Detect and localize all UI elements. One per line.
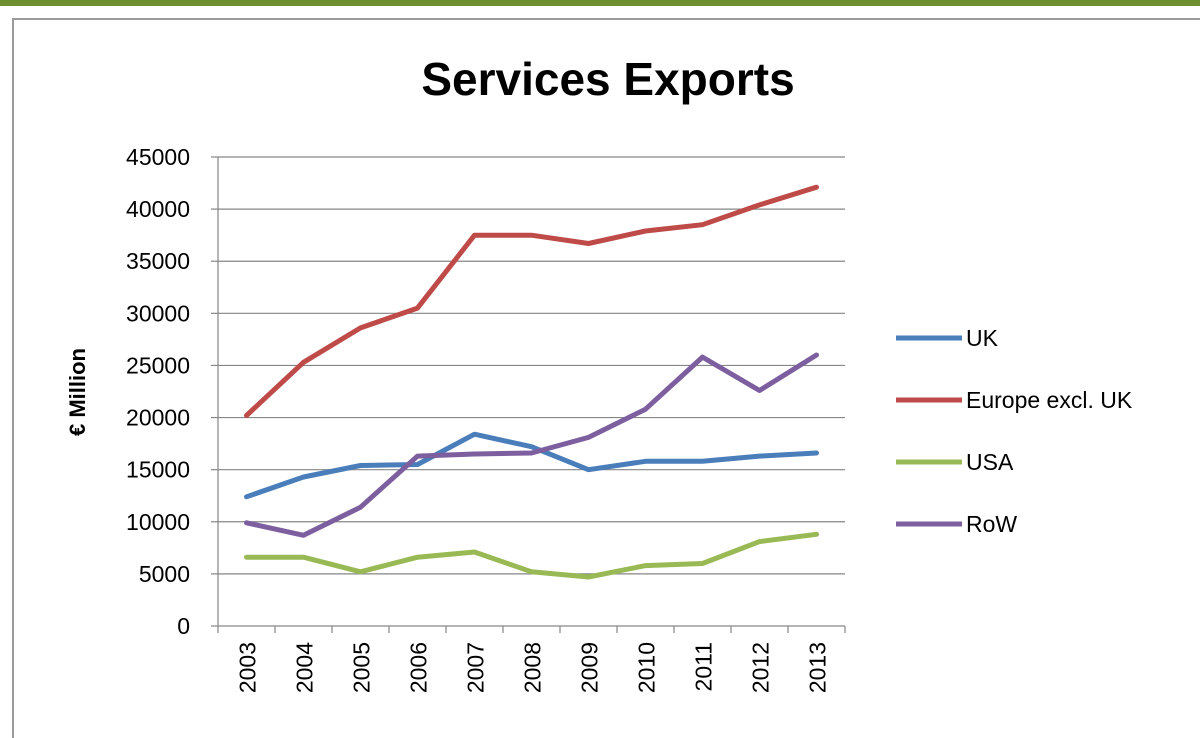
axes: 0 5000 10000 15000 20000 25000 30000 35000 40000… (126, 144, 845, 693)
y-tick-label-0: 0 (177, 613, 190, 639)
x-tick-label-2010: 2010 (634, 642, 660, 693)
x-tick-label-2013: 2013 (805, 642, 831, 693)
x-tick-label-2004: 2004 (292, 642, 318, 693)
x-tick-label-2011: 2011 (691, 642, 717, 691)
legend: UK Europe excl. UK USA RoW (896, 325, 1133, 537)
y-tick-label-15000: 15000 (126, 457, 190, 483)
series-line-usa (247, 534, 817, 577)
x-tick-label-2003: 2003 (235, 642, 261, 693)
y-tick-label-25000: 25000 (126, 352, 190, 378)
legend-label-row: RoW (966, 511, 1017, 537)
y-tick-label-35000: 35000 (126, 248, 190, 274)
y-axis-label: € Million (65, 348, 90, 436)
series-lines (246, 187, 816, 577)
x-tick-label-2012: 2012 (748, 642, 774, 693)
series-line-europe-excl-uk (247, 187, 817, 415)
series-line-uk (247, 434, 817, 497)
y-tick-label-40000: 40000 (126, 196, 190, 222)
y-tick-label-30000: 30000 (126, 300, 190, 326)
y-tick-label-45000: 45000 (126, 144, 190, 170)
gridlines (218, 157, 845, 574)
x-tick-label-2009: 2009 (577, 642, 603, 693)
x-tick-label-2007: 2007 (463, 642, 489, 693)
legend-label-uk: UK (966, 325, 999, 351)
legend-label-europe-excl-uk: Europe excl. UK (966, 387, 1133, 413)
x-tick-label-2005: 2005 (349, 642, 375, 693)
y-tick-label-5000: 5000 (139, 561, 190, 587)
y-tick-label-20000: 20000 (126, 405, 190, 431)
x-tick-label-2008: 2008 (520, 642, 546, 693)
x-tick-label-2006: 2006 (406, 642, 432, 693)
chart-title: Services Exports (421, 53, 794, 105)
legend-label-usa: USA (966, 449, 1014, 475)
y-tick-label-10000: 10000 (126, 509, 190, 535)
